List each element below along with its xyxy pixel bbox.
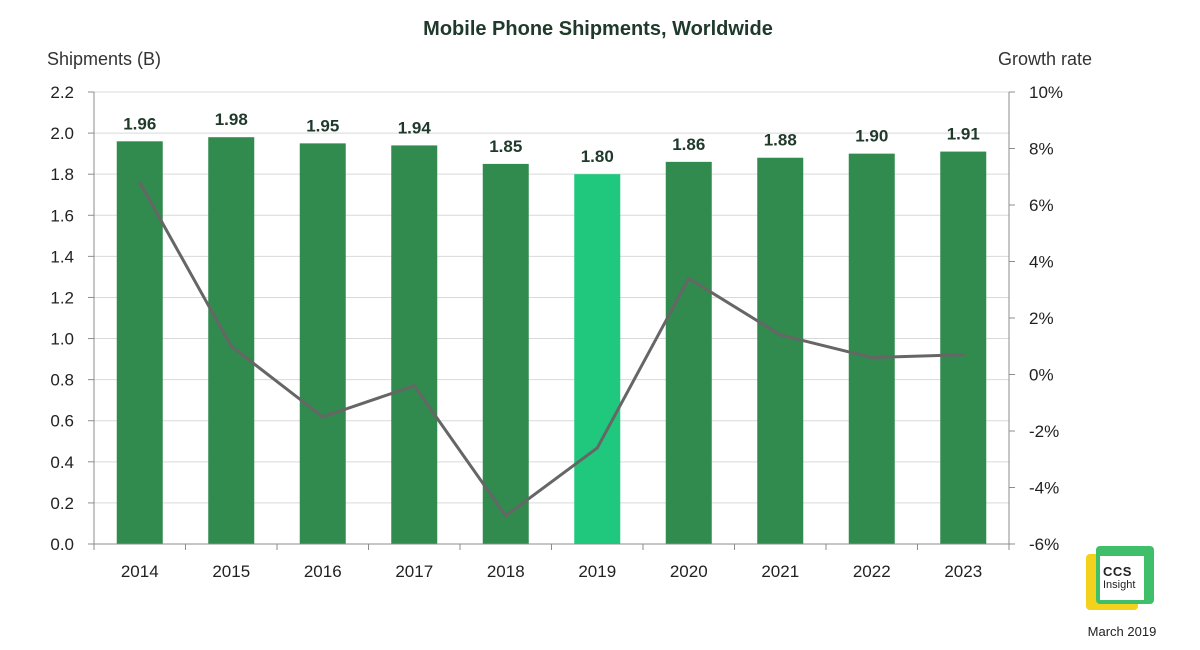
growth-point bbox=[870, 356, 874, 360]
y-tick-label: 1.2 bbox=[50, 288, 74, 307]
y-tick-label: 0.6 bbox=[50, 412, 74, 431]
y2-tick-label: -2% bbox=[1029, 422, 1059, 441]
logo-text-insight: Insight bbox=[1103, 579, 1136, 591]
data-label: 1.98 bbox=[215, 110, 248, 129]
y-tick-label: 1.4 bbox=[50, 247, 74, 266]
data-label: 1.80 bbox=[581, 147, 614, 166]
y2-tick-label: 6% bbox=[1029, 196, 1054, 215]
data-label: 1.85 bbox=[489, 137, 522, 156]
bar bbox=[940, 151, 987, 544]
data-label: 1.90 bbox=[855, 127, 888, 146]
y2-tick-label: 4% bbox=[1029, 253, 1054, 272]
x-tick-label: 2022 bbox=[853, 562, 891, 581]
growth-point bbox=[778, 333, 782, 337]
ccs-insight-logo: CCS Insight bbox=[1086, 546, 1154, 614]
y2-tick-label: 2% bbox=[1029, 309, 1054, 328]
chart-title: Mobile Phone Shipments, Worldwide bbox=[423, 18, 773, 40]
growth-point bbox=[504, 514, 508, 518]
growth-point bbox=[138, 180, 142, 184]
bar bbox=[574, 174, 621, 544]
y-tick-label: 1.8 bbox=[50, 165, 74, 184]
growth-point bbox=[961, 353, 965, 357]
x-tick-label: 2018 bbox=[487, 562, 525, 581]
date-note: March 2019 bbox=[1087, 624, 1157, 639]
data-label: 1.86 bbox=[672, 135, 705, 154]
growth-point bbox=[412, 384, 416, 388]
x-tick-label: 2019 bbox=[578, 562, 616, 581]
y2-tick-label: -6% bbox=[1029, 535, 1059, 554]
y2-tick-label: 10% bbox=[1029, 83, 1063, 102]
data-label: 1.94 bbox=[398, 118, 432, 137]
bar bbox=[299, 143, 346, 544]
bar bbox=[665, 161, 712, 544]
x-tick-label: 2014 bbox=[121, 562, 159, 581]
labels: 0.0 0.2 0.4 0.6 0.8 1.0 1.2 1.4 1.6 1.8 2.0 2.2 -6% -… bbox=[50, 83, 1063, 581]
y2-tick-label: 0% bbox=[1029, 366, 1054, 385]
logo-white-block bbox=[1100, 556, 1144, 600]
axes bbox=[88, 91, 1015, 550]
y-tick-label: 2.0 bbox=[50, 124, 74, 143]
x-tick-label: 2023 bbox=[944, 562, 982, 581]
bar bbox=[482, 163, 529, 544]
bar bbox=[208, 137, 255, 544]
bar bbox=[757, 157, 804, 544]
x-tick-label: 2020 bbox=[670, 562, 708, 581]
x-tick-label: 2017 bbox=[395, 562, 433, 581]
growth-point bbox=[595, 446, 599, 450]
y-tick-label: 1.6 bbox=[50, 206, 74, 225]
y-tick-label: 2.2 bbox=[50, 83, 74, 102]
y2-tick-label: 8% bbox=[1029, 140, 1054, 159]
growth-point bbox=[321, 415, 325, 419]
y-axis-title: Shipments (B) bbox=[47, 49, 161, 69]
logo-text-ccs: CCS bbox=[1103, 564, 1132, 579]
growth-point bbox=[687, 276, 691, 280]
data-label: 1.96 bbox=[123, 114, 156, 133]
y2-tick-label: -4% bbox=[1029, 479, 1059, 498]
x-tick-label: 2015 bbox=[212, 562, 250, 581]
data-label: 1.88 bbox=[764, 131, 797, 150]
y2-axis-title: Growth rate bbox=[998, 49, 1092, 69]
bar bbox=[116, 141, 163, 545]
y-tick-label: 0.0 bbox=[50, 535, 74, 554]
data-label: 1.91 bbox=[947, 125, 980, 144]
bar bbox=[391, 145, 438, 544]
y-tick-label: 0.2 bbox=[50, 494, 74, 513]
x-tick-label: 2016 bbox=[304, 562, 342, 581]
y-tick-label: 0.8 bbox=[50, 371, 74, 390]
growth-point bbox=[229, 344, 233, 348]
bar bbox=[848, 153, 895, 545]
x-tick-label: 2021 bbox=[761, 562, 799, 581]
bar-series bbox=[116, 137, 987, 545]
growth-line-series bbox=[138, 180, 965, 518]
y-tick-label: 1.0 bbox=[50, 330, 74, 349]
data-label: 1.95 bbox=[306, 116, 339, 135]
y-tick-label: 0.4 bbox=[50, 453, 74, 472]
growth-line bbox=[138, 181, 964, 518]
